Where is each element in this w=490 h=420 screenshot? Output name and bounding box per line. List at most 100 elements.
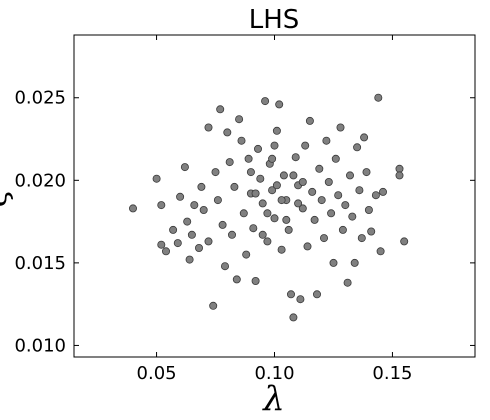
scatter-point-7	[176, 192, 185, 201]
scatter-point-102	[294, 199, 303, 208]
y-axis-label: ζ	[0, 186, 15, 207]
scatter-point-46	[275, 100, 284, 109]
scatter-point-75	[343, 278, 352, 287]
scatter-point-41	[263, 237, 272, 246]
scatter-point-80	[355, 186, 364, 195]
scatter-point-70	[331, 154, 340, 163]
scatter-point-23	[220, 262, 229, 271]
scatter-point-87	[374, 93, 383, 102]
x-tick-label-1: 0.10	[254, 363, 294, 384]
scatter-point-96	[263, 209, 272, 218]
scatter-point-36	[251, 276, 260, 285]
scatter-point-40	[261, 97, 270, 106]
scatter-point-39	[258, 199, 267, 208]
scatter-point-18	[209, 301, 218, 310]
scatter-point-92	[400, 237, 409, 246]
scatter-point-2	[157, 201, 166, 210]
scatter-point-101	[258, 230, 267, 239]
scatter-point-47	[277, 245, 286, 254]
scatter-point-91	[395, 171, 404, 180]
x-axis-label: λ	[261, 379, 285, 419]
scatter-point-33	[244, 154, 253, 163]
scatter-point-38	[256, 174, 265, 183]
scatter-point-85	[367, 227, 376, 236]
scatter-point-4	[161, 247, 170, 256]
scatter-point-63	[315, 164, 324, 173]
scatter-point-32	[242, 250, 251, 259]
scatter-point-79	[353, 143, 362, 152]
scatter-point-77	[348, 212, 357, 221]
scatter-point-68	[327, 209, 336, 218]
scatter-point-69	[329, 258, 338, 267]
scatter-point-88	[376, 247, 385, 256]
scatter-point-9	[183, 217, 192, 226]
scatter-point-52	[289, 313, 298, 322]
scatter-point-8	[180, 163, 189, 172]
scatter-point-103	[246, 168, 255, 177]
scatter-point-89	[378, 187, 387, 196]
scatter-point-21	[216, 105, 225, 114]
scatter-point-58	[303, 242, 312, 251]
scatter-point-66	[322, 136, 331, 145]
scatter-point-59	[305, 116, 314, 125]
scatter-point-65	[319, 234, 328, 243]
scatter-point-81	[357, 234, 366, 243]
scatter-point-67	[324, 177, 333, 186]
scatter-point-10	[185, 255, 194, 264]
chart-title: LHS	[249, 5, 300, 35]
scatter-point-98	[289, 171, 298, 180]
y-tick-label-0: 0.010	[14, 335, 66, 356]
scatter-point-15	[199, 205, 208, 214]
scatter-point-62	[312, 290, 321, 299]
scatter-point-26	[227, 230, 236, 239]
scatter-point-64	[317, 196, 326, 205]
scatter-point-61	[310, 215, 319, 224]
scatter-point-83	[362, 168, 371, 177]
plot-frame	[73, 34, 476, 358]
scatter-point-51	[286, 290, 295, 299]
scatter-point-16	[204, 123, 213, 132]
y-tick-label-2: 0.020	[14, 170, 66, 191]
scatter-point-53	[291, 153, 300, 162]
scatter-point-48	[279, 171, 288, 180]
scatter-point-28	[232, 275, 241, 284]
scatter-point-30	[237, 136, 246, 145]
scatter-point-20	[213, 196, 222, 205]
scatter-point-99	[251, 189, 260, 198]
x-axis: 0.05 0.10 0.15	[137, 35, 412, 384]
scatter-points	[128, 93, 409, 322]
scatter-point-31	[239, 209, 248, 218]
x-tick-label-0: 0.05	[137, 363, 177, 384]
scatter-point-95	[277, 196, 286, 205]
scatter-point-72	[336, 123, 345, 132]
scatter-point-25	[225, 158, 234, 167]
scatter-point-19	[211, 168, 220, 177]
scatter-point-24	[223, 128, 232, 137]
scatter-point-22	[218, 220, 227, 229]
scatter-point-90	[395, 164, 404, 173]
scatter-point-37	[253, 144, 262, 153]
scatter-point-82	[360, 133, 369, 142]
scatter-point-35	[249, 224, 258, 233]
scatter-point-1	[152, 174, 161, 183]
y-axis: 0.010 0.015 0.020 0.025	[14, 88, 475, 356]
scatter-point-43	[268, 186, 277, 195]
scatter-point-11	[187, 230, 196, 239]
scatter-point-71	[334, 191, 343, 200]
scatter-point-0	[128, 204, 137, 213]
scatter-point-56	[298, 204, 307, 213]
scatter-point-73	[338, 225, 347, 234]
y-tick-label-1: 0.015	[14, 253, 66, 274]
scatter-point-50	[284, 225, 293, 234]
scatter-point-29	[235, 115, 244, 124]
scatter-point-84	[364, 205, 373, 214]
scatter-point-94	[272, 181, 281, 190]
scatter-point-6	[173, 239, 182, 248]
scatter-point-76	[345, 171, 354, 180]
scatter-point-45	[272, 126, 281, 135]
scatter-point-12	[190, 201, 199, 210]
scatter-point-86	[371, 191, 380, 200]
scatter-point-78	[350, 258, 359, 267]
x-tick-label-2: 0.15	[372, 363, 412, 384]
scatter-point-17	[204, 237, 213, 246]
